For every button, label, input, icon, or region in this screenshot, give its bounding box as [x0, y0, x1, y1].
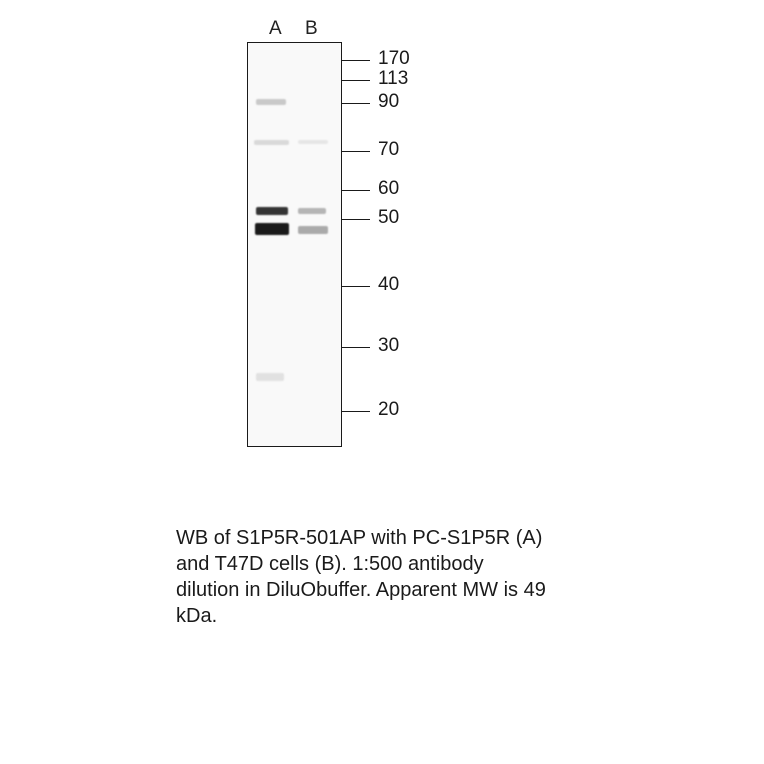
mw-tick-40 — [342, 286, 370, 287]
band-A-5 — [255, 223, 289, 235]
mw-tick-20 — [342, 411, 370, 412]
mw-label-170: 170 — [378, 48, 410, 70]
mw-tick-113 — [342, 80, 370, 81]
mw-tick-90 — [342, 103, 370, 104]
mw-tick-60 — [342, 190, 370, 191]
mw-tick-70 — [342, 151, 370, 152]
mw-label-70: 70 — [378, 139, 399, 161]
band-A-7 — [256, 373, 284, 381]
band-B-2 — [298, 140, 328, 144]
mw-label-50: 50 — [378, 207, 399, 229]
mw-label-30: 30 — [378, 335, 399, 357]
mw-tick-30 — [342, 347, 370, 348]
mw-tick-50 — [342, 219, 370, 220]
lane-label-b: B — [305, 18, 318, 40]
band-A-1 — [254, 140, 289, 145]
band-A-3 — [256, 207, 288, 215]
band-B-6 — [298, 226, 328, 234]
mw-label-20: 20 — [378, 399, 399, 421]
figure-caption: WB of S1P5R-501AP with PC-S1P5R (A) and … — [176, 525, 546, 629]
band-B-4 — [298, 208, 326, 214]
lane-labels-row: A B — [247, 18, 342, 40]
mw-label-60: 60 — [378, 178, 399, 200]
mw-label-40: 40 — [378, 274, 399, 296]
mw-label-113: 113 — [378, 68, 408, 90]
mw-tick-170 — [342, 60, 370, 61]
lane-label-a: A — [269, 18, 282, 40]
mw-label-90: 90 — [378, 91, 399, 113]
blot-image — [247, 42, 342, 447]
band-A-0 — [256, 99, 286, 105]
